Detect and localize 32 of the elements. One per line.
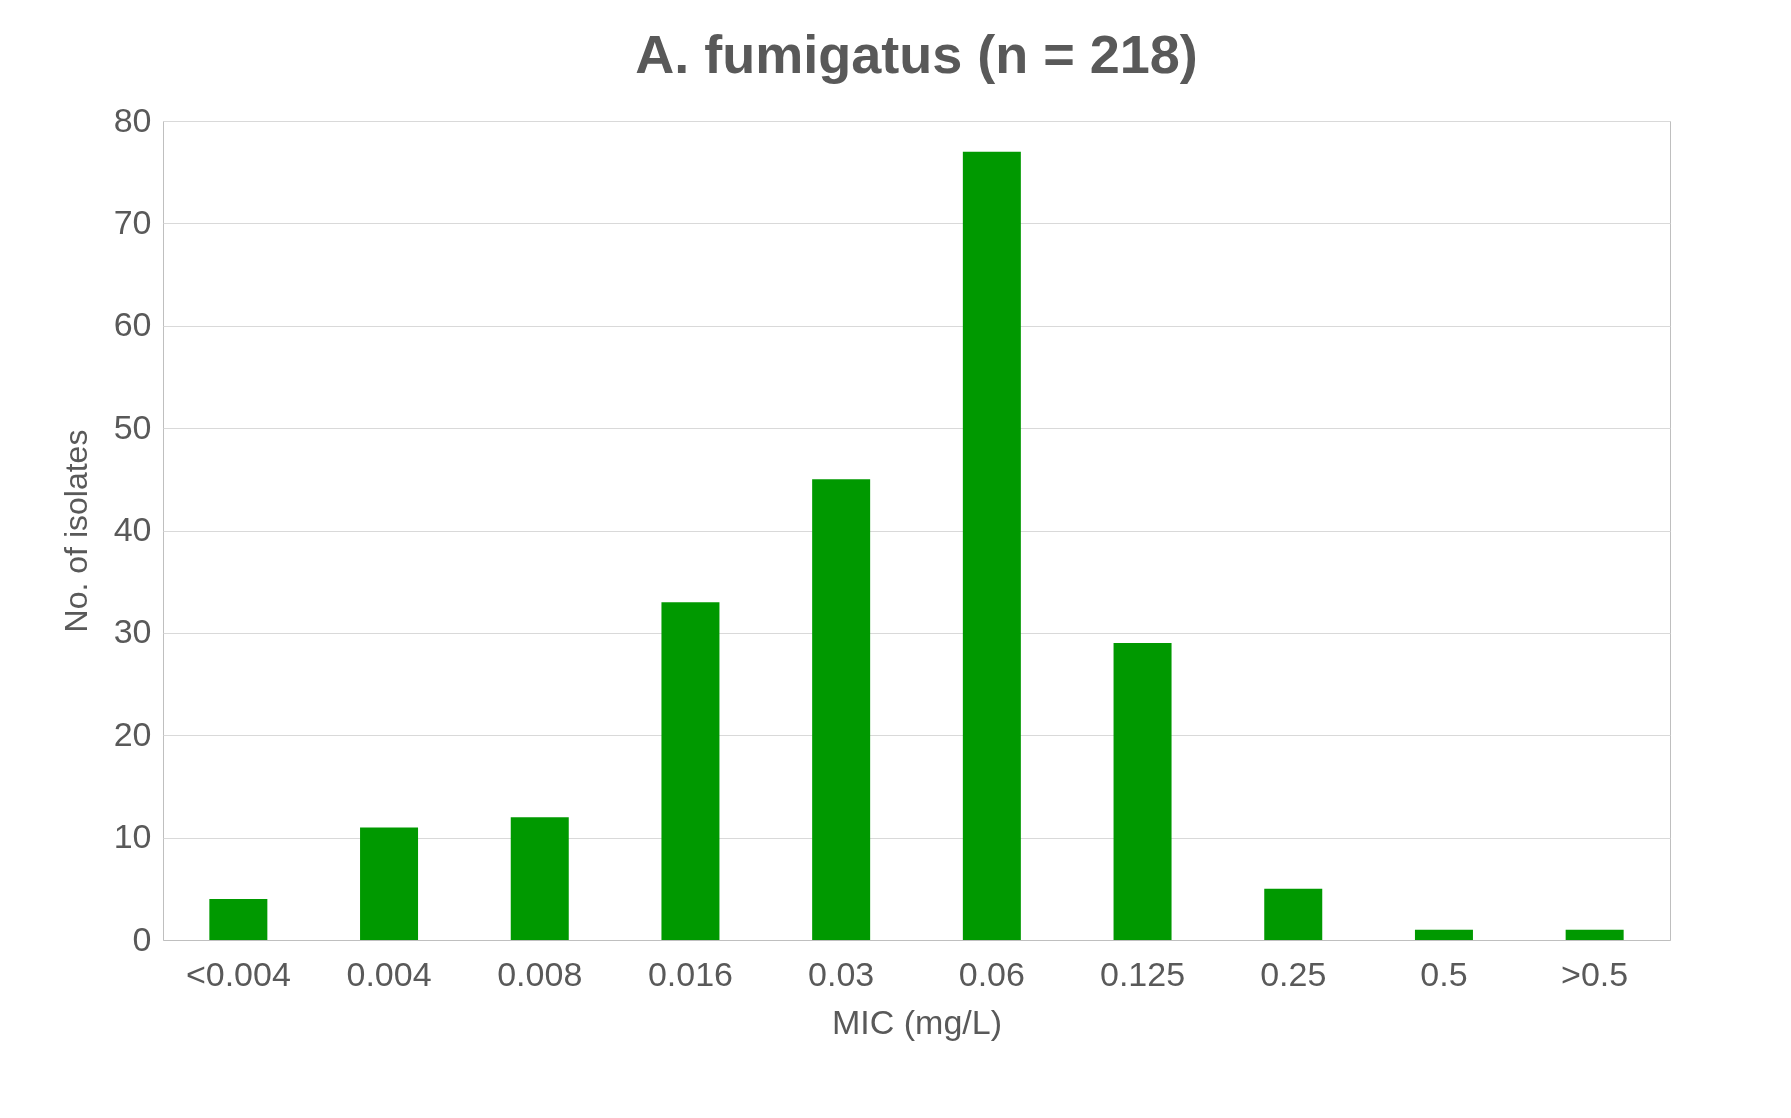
x-tick-label: 0.125: [1100, 954, 1186, 993]
x-tick-label: 0.25: [1260, 954, 1327, 993]
y-tick-label: 40: [113, 510, 152, 548]
y-tick-label: 0: [132, 919, 152, 958]
bar: [360, 827, 419, 940]
bar: [1414, 929, 1473, 940]
bar: [812, 479, 871, 940]
x-axis-title: MIC (mg/L): [832, 1002, 1002, 1041]
y-tick-label: 20: [113, 714, 152, 753]
x-tick-label: 0.004: [346, 954, 432, 993]
bar: [962, 151, 1021, 940]
x-tick-label: 0.5: [1420, 954, 1468, 993]
x-tick-label: >0.5: [1561, 954, 1629, 993]
y-tick-label: 60: [113, 305, 152, 344]
y-tick-label: 30: [113, 612, 152, 651]
x-tick-label: 0.06: [958, 954, 1025, 993]
bar: [1565, 929, 1624, 940]
bar: [1113, 643, 1172, 940]
y-axis-title: No. of isolates: [57, 429, 94, 633]
y-tick-label: 50: [113, 407, 152, 446]
x-tick-label: 0.03: [808, 954, 875, 993]
y-tick-label: 10: [113, 817, 152, 856]
bar: [1264, 888, 1323, 940]
bar: [510, 817, 569, 940]
x-tick-label: <0.004: [185, 954, 291, 993]
x-tick-label: 0.008: [497, 954, 583, 993]
chart-title: A. fumigatus (n = 218): [635, 24, 1198, 84]
bar: [661, 602, 720, 940]
bar: [209, 899, 268, 940]
y-tick-label: 70: [113, 202, 152, 241]
y-tick-label: 80: [113, 100, 152, 139]
x-tick-label: 0.016: [647, 954, 733, 993]
